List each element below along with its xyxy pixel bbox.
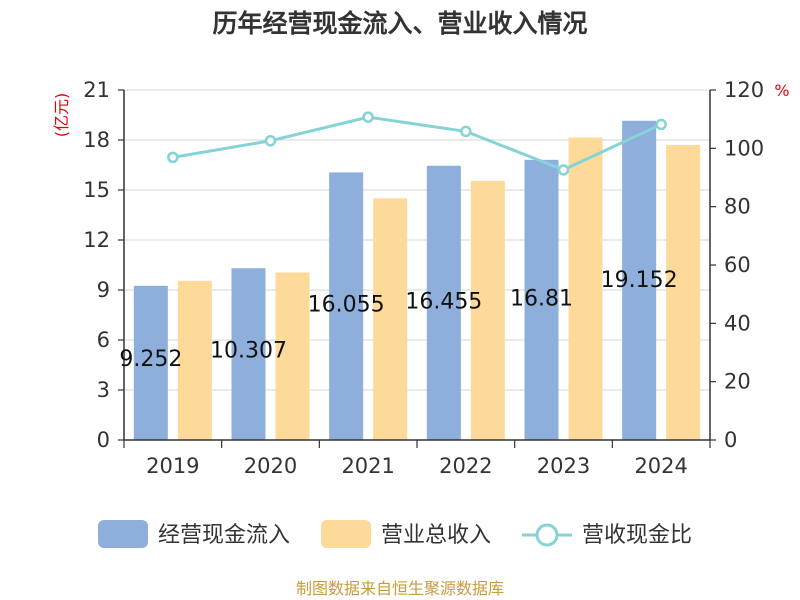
left-tick-label: 6 xyxy=(97,328,110,352)
bar-revenue-2024 xyxy=(666,145,701,440)
ratio-line xyxy=(167,111,667,176)
right-tick-label: 100 xyxy=(724,136,764,160)
x-tick-label: 2019 xyxy=(146,454,199,478)
right-axis-unit: % xyxy=(774,81,789,100)
ratio-point-2024 xyxy=(655,118,667,131)
left-tick-label: 21 xyxy=(83,78,110,102)
data-label-cash-inflow-2021: 16.055 xyxy=(308,293,385,318)
data-label-cash-inflow-2019: 9.252 xyxy=(119,347,182,372)
x-tick-label: 2020 xyxy=(244,454,297,478)
right-tick-label: 80 xyxy=(724,195,751,219)
x-tick-label: 2024 xyxy=(634,454,687,478)
grid xyxy=(124,89,710,391)
legend-label-cash-inflow: 经营现金流入 xyxy=(158,523,290,548)
bar-revenue-2020 xyxy=(275,272,310,440)
ratio-point-2022 xyxy=(460,125,472,138)
x-tick-label: 2021 xyxy=(341,454,394,478)
chart-title: 历年经营现金流入、营业收入情况 xyxy=(212,9,587,38)
left-tick-label: 9 xyxy=(97,278,110,302)
bar-cash-inflow-2019 xyxy=(133,285,168,440)
right-tick-label: 120 xyxy=(724,78,764,102)
data-labels: 9.252 10.307 16.055 16.455 16.81 19.152 xyxy=(119,268,677,372)
left-tick-label: 0 xyxy=(97,428,110,452)
bar-cash-inflow-2021 xyxy=(329,172,364,440)
bar-revenue-2021 xyxy=(373,198,408,440)
data-label-cash-inflow-2020: 10.307 xyxy=(210,339,287,364)
left-tick-label: 18 xyxy=(83,128,110,152)
data-label-cash-inflow-2022: 16.455 xyxy=(405,289,482,314)
ratio-point-2023 xyxy=(557,164,570,176)
right-tick-label: 40 xyxy=(724,311,751,335)
bar-cash-inflow-2020 xyxy=(231,268,266,440)
right-tick-label: 60 xyxy=(724,253,751,277)
legend-label-revenue: 营业总收入 xyxy=(381,523,491,548)
left-tick-label: 12 xyxy=(83,228,110,252)
ratio-point-2020 xyxy=(264,135,277,147)
bar-revenue-2019 xyxy=(177,280,212,440)
legend: 经营现金流入 营业总收入 营收现金比 xyxy=(98,520,692,548)
left-tick-label: 15 xyxy=(83,178,110,202)
ratio-point-2019 xyxy=(167,151,179,164)
right-tick-label: 20 xyxy=(724,370,751,394)
axes: 0 3 6 9 12 15 18 21 0 20 40 60 80 100 120 2019 2020 2021 2… xyxy=(83,78,764,478)
bar-cash-inflow-2023 xyxy=(524,159,559,441)
bar-cash-inflow-2024 xyxy=(622,120,657,441)
legend-swatch-cash-inflow xyxy=(98,520,148,548)
bars xyxy=(133,120,701,441)
ratio-polyline xyxy=(172,115,662,172)
legend-swatch-revenue xyxy=(321,520,371,548)
bar-revenue-2022 xyxy=(470,180,505,441)
source-text: 制图数据来自恒生聚源数据库 xyxy=(296,579,504,598)
legend-marker-ratio xyxy=(535,523,559,547)
right-tick-label: 0 xyxy=(724,428,737,452)
data-label-cash-inflow-2024: 19.152 xyxy=(601,268,678,293)
data-label-cash-inflow-2023: 16.81 xyxy=(510,287,573,312)
bar-cash-inflow-2022 xyxy=(426,165,461,440)
left-tick-label: 3 xyxy=(97,378,110,402)
bar-revenue-2023 xyxy=(568,137,603,440)
ratio-point-2021 xyxy=(362,111,374,123)
legend-label-ratio: 营收现金比 xyxy=(582,523,692,548)
x-tick-label: 2022 xyxy=(439,454,492,478)
left-axis-unit: (亿元) xyxy=(52,93,71,138)
x-tick-label: 2023 xyxy=(537,454,590,478)
